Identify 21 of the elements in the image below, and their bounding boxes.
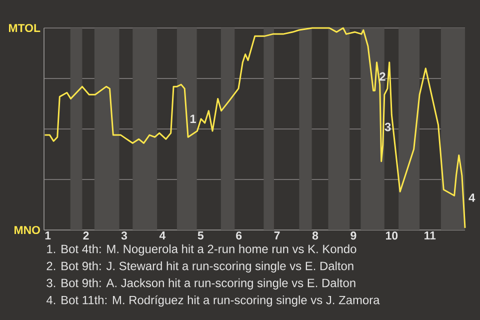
x-tick-label: 1: [45, 232, 51, 240]
x-tick-label: 8: [312, 232, 318, 240]
text: 1. Bot 4th: M. Noguerola hit a 2-run home run vs K. Kondo: [47, 244, 356, 256]
text: MTOL: [9, 24, 40, 32]
text: 4. Bot 11th: M. Rodríguez hit a run-scoring single vs J. Zamora: [46, 295, 380, 307]
text: 3. Bot 9th: A. Jackson hit a run-scoring single vs E. Dalton: [46, 278, 356, 290]
x-tick-label: 2: [83, 232, 89, 240]
x-tick-label: 3: [121, 232, 127, 240]
x-tick-label: 4: [159, 232, 166, 240]
x-tick-label: 9: [350, 232, 356, 240]
text: 2. Bot 9th: J. Steward hit a run-scoring single vs E. Dalton: [46, 261, 354, 273]
x-tick-label: 7: [274, 232, 280, 240]
x-tick-label: 6: [236, 232, 242, 240]
x-tick-label: 10: [386, 232, 398, 240]
annotation: 2: [380, 72, 386, 81]
annotation: 4: [468, 194, 476, 202]
annotation: 1: [190, 114, 196, 124]
x-tick-label: 5: [198, 232, 204, 240]
x-tick-label: 11: [424, 232, 436, 240]
annotation: 3: [384, 122, 391, 132]
text: MNO: [14, 226, 40, 234]
